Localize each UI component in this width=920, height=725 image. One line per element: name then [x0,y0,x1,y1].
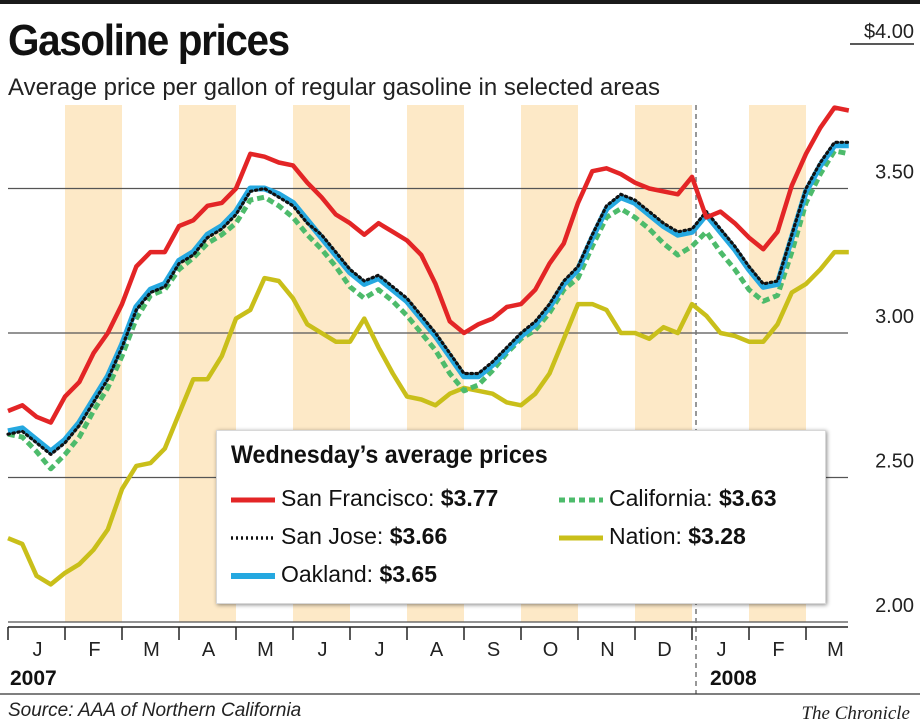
chart-title: Gasoline prices [8,16,290,65]
series-line-san-francisco [7,105,850,425]
series-line-nation [7,249,849,587]
x-tick-label: J [717,639,727,661]
legend-item-oakland: Oakland: $3.65 [231,561,437,588]
x-tick-label: J [33,639,43,661]
series-line-california [7,148,850,472]
x-tick-label: A [430,639,444,661]
legend-item-california: California: $3.63 [559,485,777,512]
x-tick-label: A [202,639,216,661]
month-band [8,105,65,622]
month-band [122,105,179,622]
year-label: 2008 [710,667,757,690]
legend-label-california: California: [609,485,713,511]
legend-label-nation: Nation: [609,523,682,549]
x-tick-label: J [375,639,385,661]
oakland-swatch [231,572,275,579]
san-jose-swatch [231,536,275,540]
legend-value-san-francisco: $3.77 [440,485,499,511]
x-tick-label: S [487,639,500,661]
legend-item-nation: Nation: $3.28 [559,523,746,550]
legend-item-san-jose: San Jose: $3.66 [231,523,447,550]
legend-value-nation: $3.28 [688,523,746,549]
x-tick-label: M [257,639,274,661]
x-tick-label: M [827,639,844,661]
chart-subtitle: Average price per gallon of regular gaso… [8,74,660,101]
x-tick-label: J [318,639,328,661]
y-tick-label: 3.00 [875,306,914,328]
year-label: 2007 [10,667,57,690]
legend-value-oakland: $3.65 [379,561,438,587]
y-tick-labels: $4.00 3.50 3.00 2.50 2.00 [864,21,914,617]
x-tick-label: M [143,639,160,661]
x-tick-label: F [772,639,784,661]
legend-label-san-jose: San Jose: [281,523,384,549]
legend-label-san-francisco: San Francisco: [281,485,435,511]
top-rule [0,0,920,4]
legend-value-san-jose: $3.66 [389,523,448,549]
series-lines [6,105,851,587]
nation-swatch [559,535,603,541]
legend-box: Wednesday’s average prices San Francisco… [216,430,826,604]
y-tick-label: 3.50 [875,162,914,184]
x-tick-label: O [543,639,559,661]
publisher-credit: The Chronicle [801,703,910,724]
legend-title: Wednesday’s average prices [231,441,548,469]
san-francisco-swatch [231,497,275,503]
legend-label-oakland: Oakland: [281,561,374,587]
california-swatch [559,497,603,503]
y-tick-label: $4.00 [864,21,914,43]
x-tick-label: D [657,639,671,661]
legend-value-california: $3.63 [718,485,777,511]
y-tick-label: 2.00 [875,595,914,617]
x-tick-label: N [600,639,614,661]
x-axis: J F M A M J J A S O N D J F M 2007 2008 [0,626,920,695]
legend-item-san-francisco: San Francisco: $3.77 [231,485,498,512]
source-note: Source: AAA of Northern California [8,700,302,721]
x-tick-label: F [88,639,100,661]
y-tick-label: 2.50 [875,451,914,473]
